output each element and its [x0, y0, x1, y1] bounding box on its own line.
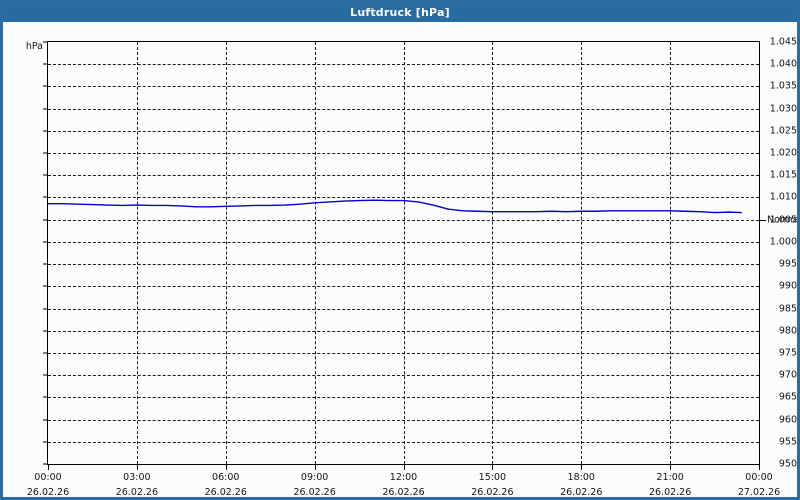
pressure-line-series [48, 199, 742, 214]
x-tick-mark [759, 465, 760, 470]
y-tick-mark [43, 330, 47, 332]
y-tick-label: 970 [778, 369, 797, 381]
x-tick-label-time: 18:00 [567, 472, 595, 483]
x-tick-label-date: 26.02.26 [204, 487, 247, 498]
x-tick-label-date: 26.02.26 [560, 487, 603, 498]
y-tick-label: 1.025 [769, 125, 797, 137]
x-tick-label-time: 09:00 [300, 472, 329, 483]
x-tick-mark [314, 465, 316, 470]
x-gridline [314, 42, 316, 464]
y-tick-label: 1.030 [769, 103, 797, 115]
x-gridline [136, 42, 138, 464]
y-tick-mark [43, 108, 47, 110]
x-tick-label-date: 27.02.26 [737, 487, 781, 498]
x-tick-mark [225, 465, 227, 470]
y-tick-label: 965 [778, 391, 797, 403]
y-tick-label: 990 [778, 280, 797, 292]
y-tick-label: 1.010 [769, 191, 797, 203]
x-gridline [670, 42, 672, 464]
y-tick-mark [43, 41, 47, 43]
x-tick-mark [670, 465, 672, 470]
y-tick-mark [43, 396, 47, 398]
y-tick-mark [43, 374, 47, 376]
y-tick-mark [43, 463, 47, 465]
x-gridline [403, 42, 405, 464]
x-tick-mark [492, 465, 494, 470]
y-tick-label: 995 [778, 258, 797, 270]
y-tick-mark [43, 285, 47, 287]
y-tick-mark [43, 130, 47, 132]
x-tick-label-time: 06:00 [212, 472, 240, 483]
page-title: Luftdruck [hPa] [350, 6, 450, 19]
y-tick-mark [43, 174, 47, 176]
y-tick-mark [43, 63, 47, 65]
y-tick-mark [43, 85, 47, 87]
y-tick-mark [43, 419, 47, 421]
x-tick-label-time: 00:00 [34, 472, 62, 483]
y-tick-label: 950 [778, 458, 797, 470]
y-axis: hPa [3, 41, 43, 465]
x-tick-mark [403, 465, 405, 470]
y-tick-label: 1.020 [769, 147, 797, 159]
x-tick-label-date: 26.02.26 [293, 487, 336, 498]
x-tick-label-date: 26.02.26 [26, 487, 70, 498]
y-tick-label: 980 [778, 325, 797, 337]
x-tick-mark [48, 465, 49, 470]
pressure-polyline [48, 199, 742, 214]
x-tick-label-date: 26.02.26 [115, 487, 159, 498]
x-gridline [492, 42, 494, 464]
x-tick-label-time: 03:00 [123, 472, 151, 483]
x-tick-label-date: 26.02.26 [382, 487, 425, 498]
y-tick-mark [43, 196, 47, 198]
y-tick-label: 1.000 [769, 236, 797, 248]
y-tick-mark [43, 241, 47, 243]
y-tick-mark [43, 152, 47, 154]
window-titlebar: Luftdruck [hPa] [3, 3, 797, 22]
plot-area [47, 41, 760, 465]
x-tick-mark [581, 465, 583, 470]
x-tick-label-time: 15:00 [478, 472, 507, 483]
y-tick-label: 975 [778, 347, 797, 359]
y-tick-mark [43, 352, 47, 354]
y-tick-label: 985 [778, 303, 797, 315]
y-tick-mark [43, 308, 47, 310]
y-tick-mark [43, 441, 47, 443]
normal-label: Normal [767, 214, 800, 226]
y-tick-mark [43, 263, 47, 265]
y-axis-unit-label: hPa [25, 41, 43, 52]
x-tick-label-time: 00:00 [745, 472, 773, 483]
y-tick-label: 955 [778, 436, 797, 448]
x-tick-label-date: 26.02.26 [648, 487, 692, 498]
chart-canvas: hPa 1.045 1.040 1.035 1.030 1.025 1.020 1.015 1… [3, 22, 797, 497]
y-tick-label: 1.005 [769, 214, 797, 226]
x-tick-label-time: 21:00 [656, 472, 684, 483]
y-tick-label: 960 [778, 414, 797, 426]
x-gridline [225, 42, 227, 464]
y-tick-label: 1.040 [769, 58, 797, 70]
x-tick-mark [136, 465, 138, 470]
x-tick-label-time: 12:00 [389, 472, 418, 483]
y-tick-label: 1.045 [769, 36, 797, 48]
x-tick-label-date: 26.02.26 [471, 487, 514, 498]
y-tick-mark [43, 219, 47, 221]
x-gridline [581, 42, 583, 464]
y-tick-label: 1.015 [769, 169, 797, 181]
normal-tick-mark [759, 219, 766, 221]
y-tick-label: 1.035 [769, 80, 797, 92]
